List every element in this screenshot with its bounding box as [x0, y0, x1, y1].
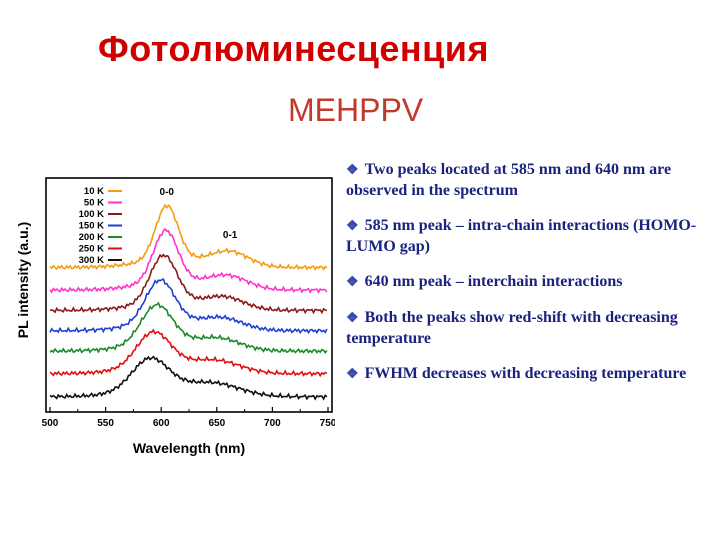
peak-label: 0-0 [160, 187, 175, 198]
peak-annotations: 0-0 0-1 [160, 187, 238, 241]
bullet-item: ❖ Both the peaks show red-shift with decr… [346, 308, 711, 349]
series-layer [49, 203, 328, 401]
legend-label: 250 K [79, 244, 104, 255]
bullet-item: ❖ 585 nm peak – intra-chain interactions … [346, 216, 711, 257]
peak-label: 0-1 [223, 230, 238, 241]
bullet-text: 640 nm peak – interchain interactions [364, 273, 623, 290]
x-axis-label: Wavelength (nm) [133, 440, 245, 456]
series-line-50k [49, 227, 328, 295]
legend-label: 300 K [79, 255, 104, 266]
bullet-marker-icon: ❖ [346, 163, 359, 178]
x-tick-label: 550 [97, 418, 114, 429]
bullet-text: Both the peaks show red-shift with decre… [346, 309, 678, 347]
bullet-marker-icon: ❖ [346, 275, 359, 290]
bullet-list: ❖ Two peaks located at 585 nm and 640 nm … [346, 160, 711, 400]
legend-label: 50 K [84, 198, 104, 209]
bullet-marker-icon: ❖ [346, 367, 359, 382]
bullet-text: FWHM decreases with decreasing temperatu… [364, 365, 687, 382]
bullet-item: ❖ FWHM decreases with decreasing temperat… [346, 364, 711, 385]
slide-subtitle: MEHPPV [288, 92, 424, 128]
bullet-text: 585 nm peak – intra-chain interactions (… [346, 217, 697, 255]
series-line-200k [49, 301, 328, 354]
bullet-marker-icon: ❖ [346, 219, 359, 234]
x-axis: 500 550 600 650 700 750 [42, 407, 335, 429]
bullet-item: ❖ Two peaks located at 585 nm and 640 nm … [346, 160, 711, 201]
legend-label: 150 K [79, 221, 104, 232]
y-axis-label: PL intensity (a.u.) [15, 222, 31, 338]
legend-label: 200 K [79, 232, 104, 243]
x-tick-label: 500 [42, 418, 59, 429]
bullet-marker-icon: ❖ [346, 311, 359, 326]
series-line-100k [49, 253, 328, 315]
series-line-10k [49, 203, 328, 271]
series-line-300k [49, 355, 328, 401]
bullet-text: Two peaks located at 585 nm and 640 nm a… [346, 161, 672, 199]
x-tick-label: 600 [153, 418, 170, 429]
bullet-item: ❖ 640 nm peak – interchain interactions [346, 272, 711, 293]
slide-title: Фотолюминесценция [98, 28, 489, 69]
x-tick-label: 750 [320, 418, 335, 429]
legend-label: 100 K [79, 209, 104, 220]
series-line-250k [49, 328, 328, 378]
x-tick-label: 700 [264, 418, 281, 429]
legend-label: 10 K [84, 186, 104, 197]
x-tick-label: 650 [208, 418, 225, 429]
series-line-150k [49, 278, 328, 335]
